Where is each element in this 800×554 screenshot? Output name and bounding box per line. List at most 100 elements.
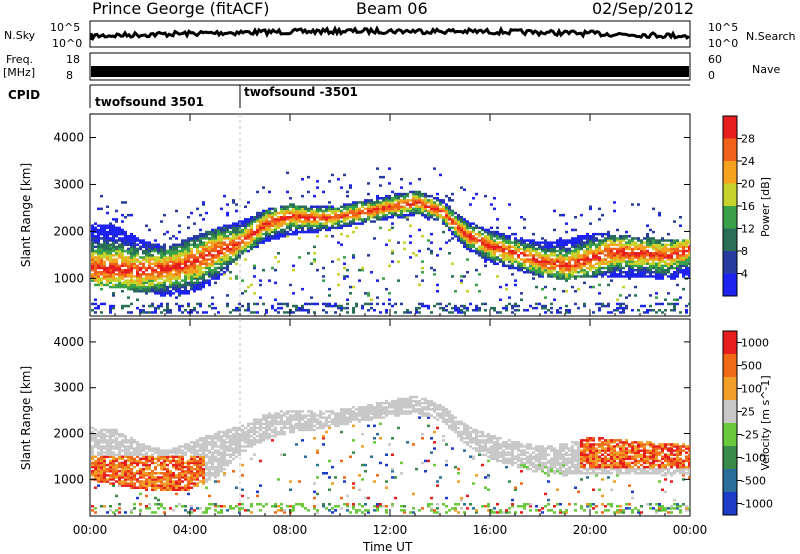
power-cell <box>553 258 556 261</box>
power-cell <box>463 243 466 246</box>
velocity-cell <box>103 441 106 444</box>
power-cell <box>484 260 487 263</box>
power-cell <box>169 279 172 282</box>
power-cell <box>109 273 112 276</box>
velocity-cell <box>184 447 187 450</box>
power-cell <box>358 213 361 217</box>
power-cell <box>247 232 250 236</box>
velocity-cell <box>232 437 235 440</box>
power-cell <box>301 178 304 181</box>
power-cell <box>403 241 406 244</box>
velocity-cell <box>208 472 211 475</box>
power-cell <box>355 209 358 213</box>
power-cell <box>145 292 148 295</box>
power-cell <box>574 277 577 280</box>
power-cell <box>418 207 421 211</box>
power-cell <box>355 205 358 208</box>
power-cell <box>196 258 199 261</box>
power-cell <box>499 247 502 251</box>
power-cell <box>187 226 190 230</box>
velocity-cell <box>211 447 214 450</box>
power-cell <box>154 285 157 289</box>
power-cell <box>235 226 238 230</box>
velocity-cell <box>124 453 127 456</box>
power-cell <box>565 249 568 253</box>
power-cell <box>250 243 253 246</box>
velocity-cell <box>106 474 109 477</box>
power-cell <box>142 249 145 253</box>
power-cell <box>421 203 424 206</box>
velocity-cell <box>91 439 94 442</box>
power-cell <box>337 209 340 213</box>
power-cell <box>628 275 631 278</box>
velocity-cell <box>169 470 172 473</box>
power-cell <box>538 268 541 272</box>
power-cell <box>271 224 274 227</box>
power-cell <box>169 311 172 314</box>
power-cell <box>121 228 124 232</box>
velocity-cell <box>259 420 262 423</box>
velocity-cell <box>268 426 271 430</box>
power-cell <box>589 207 592 211</box>
velocity-cell <box>139 470 142 473</box>
velocity-cell <box>226 430 229 434</box>
power-cell <box>235 262 238 265</box>
power-cell <box>238 256 241 259</box>
power-cell <box>283 228 286 232</box>
velocity-cell <box>142 472 145 475</box>
power-cell <box>118 228 121 232</box>
power-cell <box>616 239 619 242</box>
power-cell <box>646 258 649 261</box>
velocity-cell <box>106 434 109 438</box>
power-cell <box>118 275 121 278</box>
velocity-cell <box>235 443 238 446</box>
power-cell <box>154 271 157 274</box>
velocity-cell <box>136 480 139 483</box>
velocity-cell <box>100 451 103 454</box>
power-cell <box>550 245 553 249</box>
power-cell <box>142 285 145 289</box>
power-cell <box>346 224 349 227</box>
power-cell <box>598 243 601 246</box>
power-cell <box>484 256 487 259</box>
power-cell <box>550 252 553 255</box>
power-cell <box>574 252 577 255</box>
power-cell <box>277 302 280 306</box>
power-cell <box>181 304 184 308</box>
power-cell <box>577 306 580 310</box>
power-cell <box>391 222 394 225</box>
power-cell <box>286 218 289 221</box>
power-cell <box>328 287 331 291</box>
power-cell <box>682 247 685 251</box>
power-cell <box>601 235 604 238</box>
power-cell <box>103 224 106 227</box>
velocity-cell <box>178 457 181 461</box>
power-cell <box>202 241 205 244</box>
power-cell <box>532 266 535 270</box>
power-cell <box>277 224 280 227</box>
power-cell <box>472 245 475 249</box>
velocity-cell <box>133 457 136 461</box>
power-cell <box>220 266 223 270</box>
velocity-cell <box>220 511 223 514</box>
velocity-cell <box>214 505 217 508</box>
power-cell <box>190 254 193 257</box>
velocity-cell <box>208 494 211 498</box>
velocity-cell <box>187 488 190 491</box>
power-cell <box>121 275 124 278</box>
power-cell <box>502 241 505 244</box>
velocity-cell <box>250 430 253 434</box>
velocity-cell <box>220 459 223 463</box>
power-cell <box>628 264 631 268</box>
power-cell <box>370 302 373 306</box>
power-cell <box>337 304 340 308</box>
power-cell <box>187 268 190 272</box>
power-cell <box>586 275 589 278</box>
power-cell <box>481 243 484 246</box>
power-cell <box>454 309 457 312</box>
power-cell <box>367 207 370 211</box>
velocity-cell <box>193 467 196 471</box>
velocity-cell <box>217 432 220 436</box>
velocity-cell <box>169 480 172 483</box>
power-cell <box>100 264 103 268</box>
